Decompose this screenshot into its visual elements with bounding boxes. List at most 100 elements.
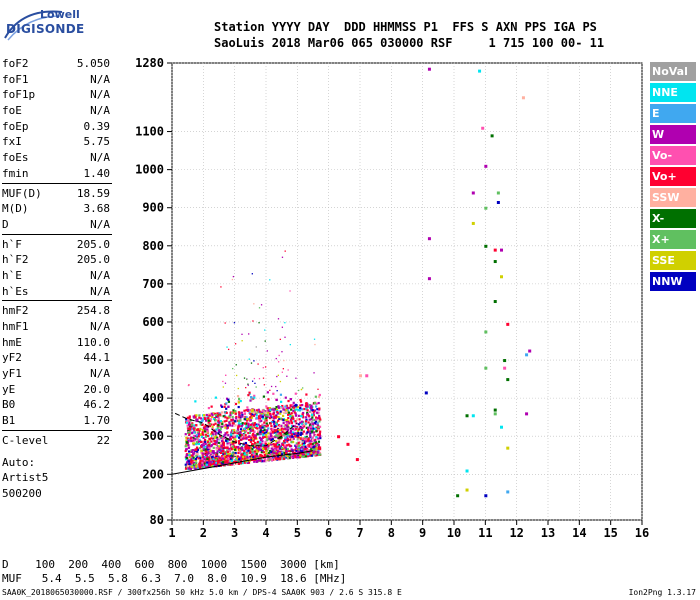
echo-point [313,418,316,422]
param-row: yF1 N/A [2,366,112,382]
echo-point [292,440,295,444]
param-name: h`F2 [2,253,29,267]
echo-point [310,412,314,415]
echo-point [230,459,234,462]
echo-point [224,382,227,384]
echo-point [212,457,215,461]
echo-point [233,322,236,324]
echo-point [307,437,310,440]
param-name: B1 [2,414,16,428]
echo-point [303,407,306,411]
echo-point [317,440,321,443]
data-point [506,446,510,450]
echo-point [301,439,304,442]
echo-point [186,424,189,427]
data-point [490,134,494,138]
echo-point [232,275,235,278]
echo-point [224,411,227,414]
echo-point [318,425,322,428]
param-row: foEp 0.39 [2,119,112,135]
echo-point [297,409,300,412]
echo-point [295,449,298,453]
param-row: h`F2 205.0 [2,252,112,268]
echo-point [217,429,220,432]
echo-point [302,449,305,452]
echo-point [286,438,289,441]
echo-point [310,448,313,451]
echo-point [221,456,224,459]
echo-point [193,429,196,432]
echo-point [267,453,270,456]
param-name: hmF1 [2,320,29,333]
echo-point [196,455,199,459]
echo-point [197,431,200,434]
echo-point [275,445,278,448]
echo-point [283,359,285,362]
echo-point [299,421,302,424]
echo-point [208,448,211,451]
echo-point [218,412,221,415]
echo-point [216,412,219,415]
echo-point [264,448,267,451]
echo-point [266,424,270,427]
echo-point [295,446,298,449]
echo-point [257,408,260,411]
echo-point [286,433,289,436]
echo-point [246,461,250,464]
echo-point [253,396,256,399]
param-value: 205.0 [76,237,110,251]
echo-point [253,360,255,362]
echo-point [267,406,270,410]
echo-point [228,459,232,463]
echo-point [203,414,206,417]
echo-point [211,465,214,468]
echo-point [247,446,250,449]
echo-point [309,427,313,430]
echo-point [251,410,254,413]
echo-point [260,415,263,418]
echo-point [249,412,252,415]
echo-point [226,417,229,420]
data-point [484,206,488,210]
echo-point [247,384,249,386]
echo-point [267,451,270,455]
echo-point [288,406,291,409]
echo-point [266,415,269,419]
echo-point [278,458,282,461]
echo-point [270,413,273,416]
echo-point [191,449,194,452]
echo-point [232,428,236,432]
echo-point [261,436,265,439]
echo-point [188,428,192,431]
echo-point [264,445,267,449]
echo-point [293,420,296,423]
echo-point [190,450,194,453]
echo-point [316,423,319,426]
plot-area [171,62,643,521]
echo-point [260,454,263,457]
echo-point [239,434,242,437]
echo-point [267,409,270,412]
echo-point [217,413,220,417]
echo-point [237,451,240,455]
data-point [493,260,497,264]
echo-point [285,450,289,453]
echo-point [270,451,273,454]
echo-point [277,374,279,376]
echo-point [293,429,296,432]
echo-point [214,463,218,466]
echo-point [185,436,188,439]
echo-point [296,429,300,433]
echo-point [200,460,203,463]
echo-point [270,408,273,411]
echo-point [246,447,250,450]
echo-point [219,435,222,438]
echo-point [253,437,256,440]
echo-point [204,435,208,438]
echo-point [226,442,229,445]
echo-point [215,447,218,450]
echo-point [303,425,306,428]
echo-point [258,436,262,439]
echo-point [294,454,297,458]
echo-point [192,415,195,418]
